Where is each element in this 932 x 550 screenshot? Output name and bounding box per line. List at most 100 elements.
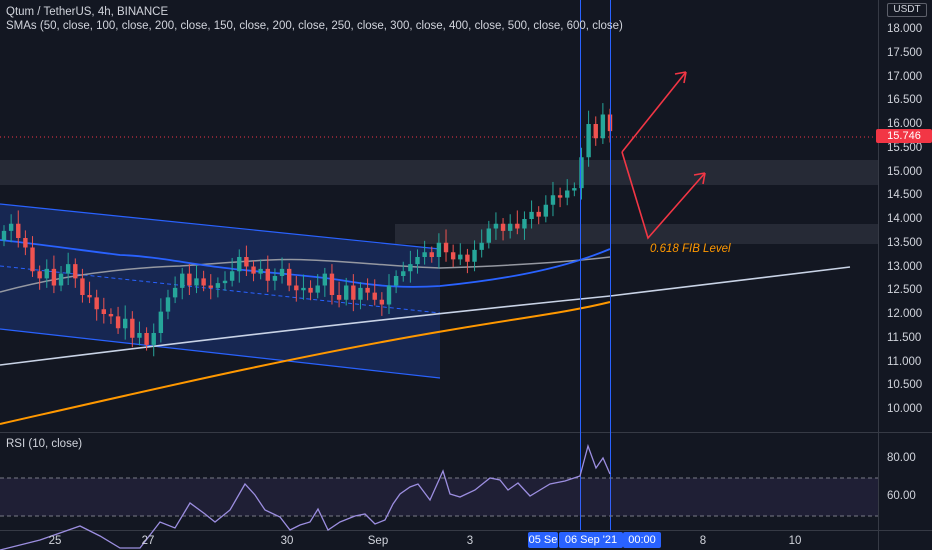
candle-body[interactable] bbox=[51, 268, 57, 286]
candle-body[interactable] bbox=[115, 316, 121, 329]
channel-upper-line[interactable] bbox=[0, 203, 441, 250]
channel-lower-line[interactable] bbox=[0, 328, 441, 379]
candle-body[interactable] bbox=[429, 252, 434, 257]
candle-body[interactable] bbox=[180, 273, 185, 288]
candle-body[interactable] bbox=[201, 278, 206, 286]
candle-body[interactable] bbox=[351, 285, 356, 300]
candle-body[interactable] bbox=[565, 190, 570, 198]
candle-body[interactable] bbox=[123, 318, 128, 329]
candle-body[interactable] bbox=[393, 276, 399, 286]
candle-body[interactable] bbox=[507, 223, 513, 231]
candle-body[interactable] bbox=[1, 230, 7, 241]
fib-zone[interactable] bbox=[395, 224, 878, 244]
candle-body[interactable] bbox=[329, 273, 335, 295]
candle-body[interactable] bbox=[322, 273, 328, 286]
candle-body[interactable] bbox=[436, 242, 442, 257]
candle-body[interactable] bbox=[408, 264, 413, 272]
candle-body[interactable] bbox=[37, 271, 42, 279]
sma-orange-line[interactable] bbox=[0, 301, 611, 425]
descending-channel-fill[interactable] bbox=[0, 204, 440, 378]
candle-body[interactable] bbox=[222, 280, 228, 284]
candle-body[interactable] bbox=[600, 114, 606, 139]
sma-gray-line[interactable] bbox=[0, 256, 611, 293]
arrow-up-line[interactable] bbox=[621, 71, 687, 153]
candle-body[interactable] bbox=[458, 254, 463, 260]
candle-body[interactable] bbox=[465, 254, 470, 262]
candle-body[interactable] bbox=[187, 273, 192, 286]
candle-body[interactable] bbox=[30, 247, 35, 272]
candle-body[interactable] bbox=[486, 228, 491, 243]
candle-body[interactable] bbox=[586, 124, 591, 158]
candle-body[interactable] bbox=[493, 223, 499, 229]
candle-body[interactable] bbox=[358, 287, 363, 300]
price-pane[interactable] bbox=[0, 0, 878, 432]
candle-body[interactable] bbox=[144, 333, 149, 345]
candle-body[interactable] bbox=[522, 219, 527, 229]
candle-body[interactable] bbox=[294, 285, 299, 291]
candle-body[interactable] bbox=[472, 249, 477, 262]
candle-body[interactable] bbox=[422, 252, 427, 257]
candle-body[interactable] bbox=[315, 285, 320, 293]
candle-body[interactable] bbox=[172, 287, 178, 298]
candle-body[interactable] bbox=[229, 271, 235, 281]
candle-body[interactable] bbox=[94, 297, 99, 310]
candle-body[interactable] bbox=[529, 211, 534, 219]
candle-body[interactable] bbox=[443, 242, 449, 253]
candle-body[interactable] bbox=[344, 285, 349, 300]
projection-arrows[interactable] bbox=[621, 71, 706, 240]
candle-body[interactable] bbox=[158, 311, 164, 333]
candle-body[interactable] bbox=[543, 204, 549, 217]
candle-body[interactable] bbox=[16, 223, 21, 238]
candle-body[interactable] bbox=[23, 238, 28, 248]
candle-body[interactable] bbox=[379, 299, 385, 305]
candle-body[interactable] bbox=[58, 273, 64, 286]
candle-body[interactable] bbox=[151, 333, 156, 345]
symbol-legend[interactable]: Qtum / TetherUS, 4h, BINANCE bbox=[6, 6, 169, 18]
candle-body[interactable] bbox=[572, 188, 577, 191]
candle-body[interactable] bbox=[593, 124, 598, 139]
candle-body[interactable] bbox=[308, 287, 313, 293]
candle-body[interactable] bbox=[550, 195, 556, 205]
sma-legend[interactable]: SMAs (50, close, 100, close, 200, close,… bbox=[6, 20, 623, 32]
candle-body[interactable] bbox=[8, 223, 14, 231]
candle-body[interactable] bbox=[208, 285, 213, 288]
rsi-legend[interactable]: RSI (10, close) bbox=[6, 438, 83, 450]
candle-body[interactable] bbox=[44, 268, 49, 279]
candle-body[interactable] bbox=[65, 264, 71, 274]
rsi-line[interactable] bbox=[0, 443, 611, 550]
candle-body[interactable] bbox=[87, 295, 92, 298]
candle-body[interactable] bbox=[301, 287, 306, 291]
candle-body[interactable] bbox=[215, 283, 221, 288]
candle-body[interactable] bbox=[286, 268, 292, 286]
candle-body[interactable] bbox=[265, 268, 270, 281]
candle-body[interactable] bbox=[500, 223, 506, 231]
candle-body[interactable] bbox=[80, 278, 85, 295]
arrow-zigzag-line[interactable] bbox=[621, 151, 706, 240]
candle-body[interactable] bbox=[372, 292, 377, 300]
candle-body[interactable] bbox=[165, 297, 171, 312]
candle-body[interactable] bbox=[450, 252, 456, 260]
candle-body[interactable] bbox=[272, 276, 278, 281]
sma-white-trendline[interactable] bbox=[0, 266, 851, 366]
candle-body[interactable] bbox=[130, 318, 135, 338]
currency-button[interactable]: USDT bbox=[887, 3, 927, 17]
candle-body[interactable] bbox=[386, 285, 392, 305]
fib-level-label[interactable]: 0.618 FIB Level bbox=[650, 243, 731, 255]
candle-body[interactable] bbox=[401, 271, 406, 276]
candle-body[interactable] bbox=[73, 264, 78, 279]
candle-body[interactable] bbox=[279, 268, 285, 276]
resistance-zone[interactable] bbox=[0, 160, 878, 185]
candle-body[interactable] bbox=[479, 242, 484, 250]
candle-body[interactable] bbox=[515, 223, 520, 229]
sma-blue-line[interactable] bbox=[0, 239, 611, 288]
candle-body[interactable] bbox=[101, 309, 107, 314]
candle-body[interactable] bbox=[415, 257, 420, 265]
candle-body[interactable] bbox=[557, 195, 563, 198]
candle-body[interactable] bbox=[244, 257, 249, 267]
candle-body[interactable] bbox=[365, 287, 370, 293]
candle-body[interactable] bbox=[137, 333, 142, 338]
candle-body[interactable] bbox=[194, 278, 199, 286]
candle-body[interactable] bbox=[237, 257, 242, 272]
